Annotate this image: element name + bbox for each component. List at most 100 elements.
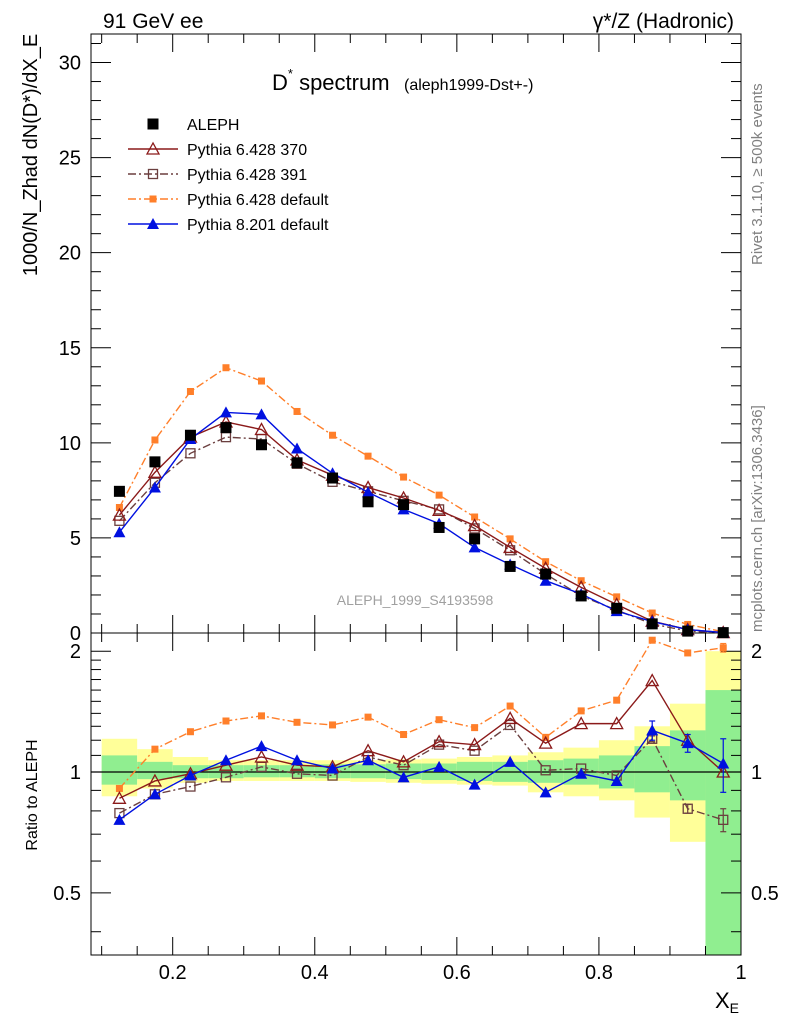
point-p370 <box>147 464 163 478</box>
ratio-point-p370 <box>645 673 660 687</box>
x-tick-label: 0.8 <box>585 962 613 984</box>
y-tick-label: 10 <box>59 433 81 455</box>
legend-label-p6def: Pythia 6.428 default <box>187 192 329 209</box>
ratio-line-p391 <box>119 723 724 821</box>
ratio-series <box>112 636 731 833</box>
ratio-point-p6def <box>400 731 408 739</box>
point-p6def <box>435 491 443 499</box>
point-p370 <box>112 507 127 521</box>
point-p8def <box>468 541 481 553</box>
x-tick-label: 0.4 <box>301 962 329 984</box>
legend-item-p8def: Pythia 8.201 default <box>128 217 329 234</box>
ratio-point-p391 <box>291 768 303 779</box>
ratio-point-p8def <box>148 788 161 800</box>
band-inner-bin <box>634 746 670 793</box>
point-aleph <box>433 521 445 533</box>
ratio-point-p391 <box>220 772 232 783</box>
point-aleph <box>469 533 481 545</box>
ratio-point-p370 <box>254 749 269 763</box>
ratio-line-p6def <box>118 639 724 789</box>
ratio-point-p8def <box>717 757 730 769</box>
point-aleph <box>327 472 339 484</box>
legend-marker-p391 <box>147 168 159 180</box>
series-aleph <box>113 422 729 639</box>
point-p391 <box>114 515 125 526</box>
legend-marker-aleph <box>147 118 159 130</box>
ratio-ylabel: Ratio to ALEPH <box>24 739 41 850</box>
ratio-point-p370 <box>431 734 447 748</box>
ratio-series-p370 <box>112 673 731 804</box>
legend-marker-p370 <box>145 141 161 155</box>
ratio-point-p6def <box>684 649 692 657</box>
ratio-point-p6def <box>329 721 337 729</box>
ratio-y-tick-label: 1 <box>70 762 81 784</box>
ratio-axes: 0.2 0.4 0.6 0.8 1 0.5 0.5 1 1 2 2 <box>53 633 779 984</box>
point-aleph <box>504 560 516 572</box>
point-aleph <box>682 625 694 637</box>
main-series <box>112 364 731 639</box>
point-aleph <box>646 618 658 630</box>
ratio-point-p8def <box>255 740 268 752</box>
ratio-point-p8def <box>184 769 197 781</box>
ratio-point-p8def <box>326 762 339 774</box>
y-tick-label: 5 <box>70 528 81 550</box>
analysis-watermark: ALEPH_1999_S4193598 <box>337 592 494 608</box>
x-tick-label: 0.6 <box>443 962 471 984</box>
legend: ALEPH Pythia 6.428 370 Pythia 6.428 391 Pyt… <box>128 117 329 234</box>
point-aleph <box>220 422 232 434</box>
ratio-point-p8def <box>504 755 517 767</box>
ratio-point-p6def <box>506 702 514 710</box>
band-inner-bin <box>279 765 315 778</box>
point-p6def <box>613 593 621 601</box>
legend-item-p370: Pythia 6.428 370 <box>128 141 307 159</box>
title-main: D* spectrum <box>272 66 390 95</box>
legend-label-p391: Pythia 6.428 391 <box>187 167 307 184</box>
legend-item-aleph: ALEPH <box>147 117 239 134</box>
ratio-point-p391 <box>504 719 516 731</box>
legend-item-p6def: Pythia 6.428 default <box>128 192 329 209</box>
ratio-point-p370 <box>467 737 482 751</box>
point-p8def <box>255 408 268 420</box>
point-aleph <box>717 627 729 639</box>
series-line-p8def <box>118 411 724 634</box>
ratio-point-p6def <box>293 718 301 726</box>
y-tick-label: 30 <box>59 53 81 75</box>
point-p8def <box>113 526 126 538</box>
point-p8def <box>291 442 304 454</box>
point-p6def <box>329 431 337 439</box>
point-p370 <box>503 540 518 554</box>
legend-label-p370: Pythia 6.428 370 <box>187 142 307 159</box>
point-aleph <box>362 496 374 508</box>
ratio-point-p370 <box>112 790 127 804</box>
main-ylabel: 1000/N_Zhad dN(D*)/dX_E <box>20 34 42 276</box>
mcplots-label: mcplots.cern.ch [arXiv:1306.3436] <box>749 405 766 632</box>
ratio-line-p8def <box>119 729 724 821</box>
rivet-label: Rivet 3.1.10, ≥ 500k events <box>749 83 766 265</box>
process-label: γ*/Z (Hadronic) <box>593 10 734 33</box>
ratio-point-p8def <box>646 724 659 736</box>
ratio-point-p370 <box>503 711 518 725</box>
band-inner-bin <box>137 761 173 780</box>
ratio-point-p391 <box>682 803 693 814</box>
ratio-point-p8def <box>681 737 694 749</box>
ratio-point-p8def <box>468 778 481 790</box>
ratio-y-tick-label: 2 <box>70 641 81 663</box>
plot-title: D* spectrum (aleph1999-Dst+-) <box>272 66 533 95</box>
xlabel: XE <box>715 988 739 1016</box>
x-tick-label: 1 <box>735 962 746 984</box>
point-p8def <box>219 406 232 418</box>
ratio-point-p370 <box>147 773 163 787</box>
point-p6def <box>648 609 656 617</box>
series-line-p370 <box>118 421 724 634</box>
ratio-point-p6def <box>435 716 443 724</box>
point-aleph <box>149 456 161 468</box>
ratio-point-p391 <box>185 781 196 792</box>
ratio-point-p370 <box>396 754 411 768</box>
point-p6def <box>222 364 230 372</box>
ratio-point-p370 <box>574 716 589 730</box>
point-aleph <box>184 429 196 441</box>
point-p6def <box>186 387 194 395</box>
y-tick-label: 0 <box>70 623 81 645</box>
point-aleph <box>540 568 552 580</box>
